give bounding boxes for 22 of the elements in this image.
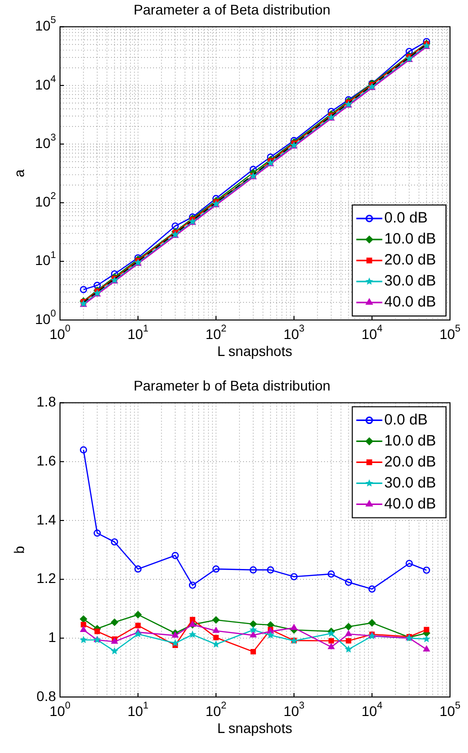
legend-label: 0.0 dB: [384, 411, 428, 428]
chart-title: Parameter a of Beta distribution: [134, 1, 330, 18]
y-tick-label: 1.6: [36, 452, 56, 468]
legend-label: 30.0 dB: [384, 474, 436, 492]
legend-label: 10.0 dB: [384, 230, 436, 248]
chart-title: Parameter b of Beta distribution: [134, 377, 330, 394]
y-tick-label: 1.2: [36, 570, 56, 586]
x-axis-title: L snapshots: [217, 342, 292, 359]
legend-label: 20.0 dB: [384, 252, 436, 269]
legend-label: 30.0 dB: [384, 272, 436, 290]
y-axis-title: a: [10, 169, 27, 178]
legend-label: 20.0 dB: [384, 453, 436, 470]
legend-label: 40.0 dB: [384, 294, 436, 311]
legend-label: 0.0 dB: [384, 210, 428, 227]
y-axis-title: b: [10, 546, 27, 554]
y-tick-label: 0.8: [36, 688, 56, 704]
y-tick-label: 1: [48, 629, 56, 646]
legend-label: 10.0 dB: [384, 432, 436, 450]
y-tick-label: 1.8: [36, 394, 56, 410]
x-axis-title: L snapshots: [217, 720, 292, 736]
y-tick-label: 1.4: [36, 511, 56, 528]
legend-label: 40.0 dB: [384, 495, 436, 512]
